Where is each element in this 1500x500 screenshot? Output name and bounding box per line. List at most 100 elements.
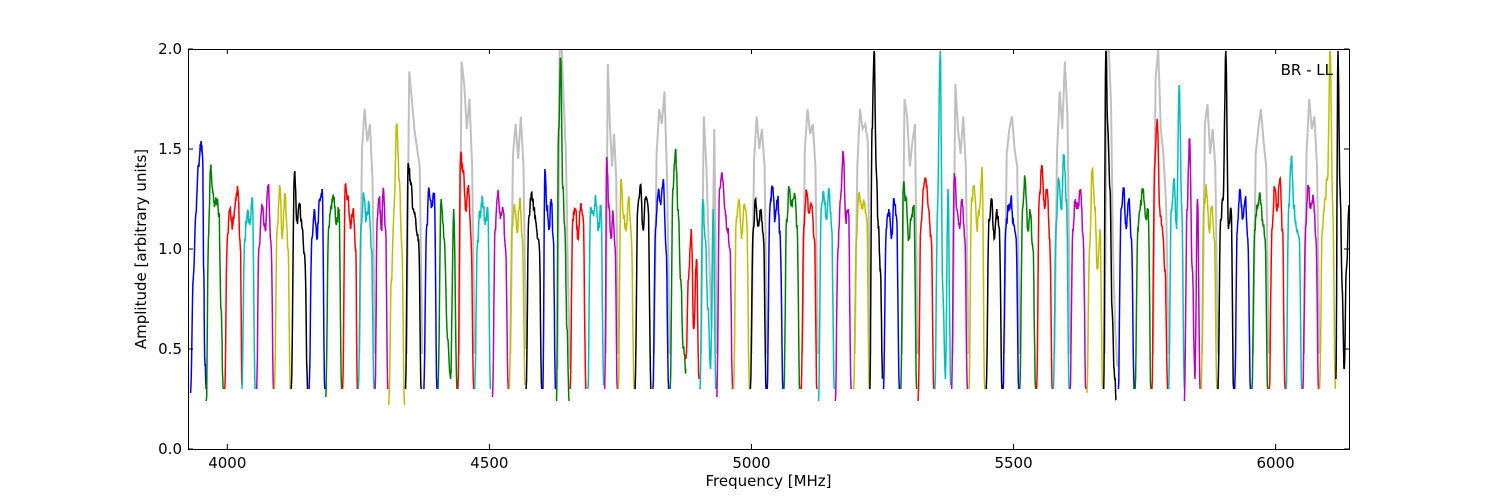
series-line	[934, 50, 952, 390]
series-line	[189, 140, 207, 394]
x-tick-label: 4500	[470, 454, 508, 472]
y-tick-label: 1.5	[158, 140, 182, 158]
background-trace	[853, 108, 872, 355]
chart-annotation: BR - LL	[1281, 61, 1334, 79]
series-line	[834, 150, 852, 402]
series-line	[1151, 118, 1169, 390]
background-trace	[509, 116, 528, 355]
x-axis-label: Frequency [MHz]	[705, 472, 831, 490]
spike-layer	[358, 49, 1321, 370]
series-line	[404, 162, 422, 390]
background-trace	[1152, 49, 1170, 355]
series-line	[525, 190, 543, 390]
series-line	[783, 186, 801, 390]
background-trace	[1003, 116, 1021, 355]
background-trace	[801, 108, 819, 355]
series-line	[716, 171, 734, 398]
series-line	[1102, 50, 1117, 401]
series-line	[985, 197, 1003, 390]
series-line	[766, 185, 784, 390]
y-tick-label: 0.5	[158, 340, 182, 358]
x-tick-label: 4000	[208, 454, 246, 472]
series-line	[699, 198, 717, 390]
series-line	[374, 186, 389, 390]
series-line	[685, 228, 700, 380]
series-line	[852, 191, 871, 390]
y-axis: 0.0 0.5 1.0 1.5 2.0	[158, 40, 1349, 458]
x-tick-label: 5500	[994, 454, 1032, 472]
series-line	[900, 181, 918, 390]
series-line	[308, 188, 326, 390]
series-line	[634, 183, 652, 390]
series-line	[569, 202, 587, 390]
series-line	[1335, 50, 1349, 380]
series-line	[732, 198, 751, 390]
series-line	[968, 166, 986, 390]
series-line	[273, 184, 291, 390]
series-line	[223, 185, 243, 390]
series-line	[917, 177, 935, 402]
background-trace	[951, 83, 970, 355]
series-line	[882, 197, 901, 390]
series-line	[1318, 50, 1337, 390]
series-line	[869, 50, 884, 390]
background-trace	[405, 71, 424, 355]
series-line	[603, 156, 619, 390]
series-line	[555, 57, 570, 402]
series-line	[1086, 166, 1104, 394]
background-trace	[1201, 103, 1219, 355]
series-line	[473, 195, 492, 390]
series-line	[341, 183, 359, 390]
background-trace	[700, 116, 718, 355]
background-trace	[556, 49, 572, 370]
background-trace	[604, 63, 620, 355]
series-line	[817, 187, 836, 402]
series-line	[1302, 184, 1320, 390]
series-line	[1268, 175, 1286, 390]
series-line	[255, 183, 275, 390]
series-line	[205, 164, 224, 402]
series-line	[290, 170, 309, 390]
series-line	[423, 187, 438, 390]
series-line	[542, 168, 557, 390]
y-tick-label: 1.0	[158, 240, 182, 258]
series-line	[1233, 188, 1252, 390]
background-trace	[1103, 49, 1119, 367]
y-tick-label: 0.0	[158, 440, 182, 458]
series-line	[1251, 191, 1269, 390]
series-line	[1069, 188, 1087, 390]
series-line	[1217, 50, 1235, 390]
y-axis-label: Amplitude [arbitrary units]	[132, 149, 150, 349]
series-line	[800, 189, 818, 390]
background-trace	[358, 108, 377, 355]
series-line	[1200, 184, 1218, 390]
x-axis: 4000 4500 5000 5500 6000	[208, 49, 1295, 472]
series-line	[617, 178, 635, 390]
y-tick-label: 2.0	[158, 40, 182, 58]
background-trace	[900, 98, 919, 355]
series-line	[241, 197, 256, 390]
series-line	[1019, 175, 1037, 390]
series-line	[491, 189, 510, 398]
series-line	[1134, 187, 1152, 390]
series-line	[1183, 137, 1201, 402]
background-trace	[750, 116, 769, 355]
background-trace	[458, 61, 476, 355]
x-tick-label: 5000	[732, 454, 770, 472]
series-line	[1002, 195, 1020, 390]
series-line	[950, 172, 969, 390]
series-line	[669, 148, 687, 390]
series-line	[1167, 84, 1186, 390]
plot-area	[188, 49, 1350, 450]
series-line	[388, 123, 406, 406]
series-line	[1285, 155, 1303, 390]
background-trace	[1302, 98, 1321, 355]
series-line	[1035, 164, 1054, 390]
series-line	[357, 191, 375, 390]
series-line	[587, 194, 605, 390]
series-line	[437, 198, 458, 390]
series-layer	[189, 50, 1349, 406]
x-tick-label: 6000	[1257, 454, 1295, 472]
series-line	[508, 197, 526, 390]
